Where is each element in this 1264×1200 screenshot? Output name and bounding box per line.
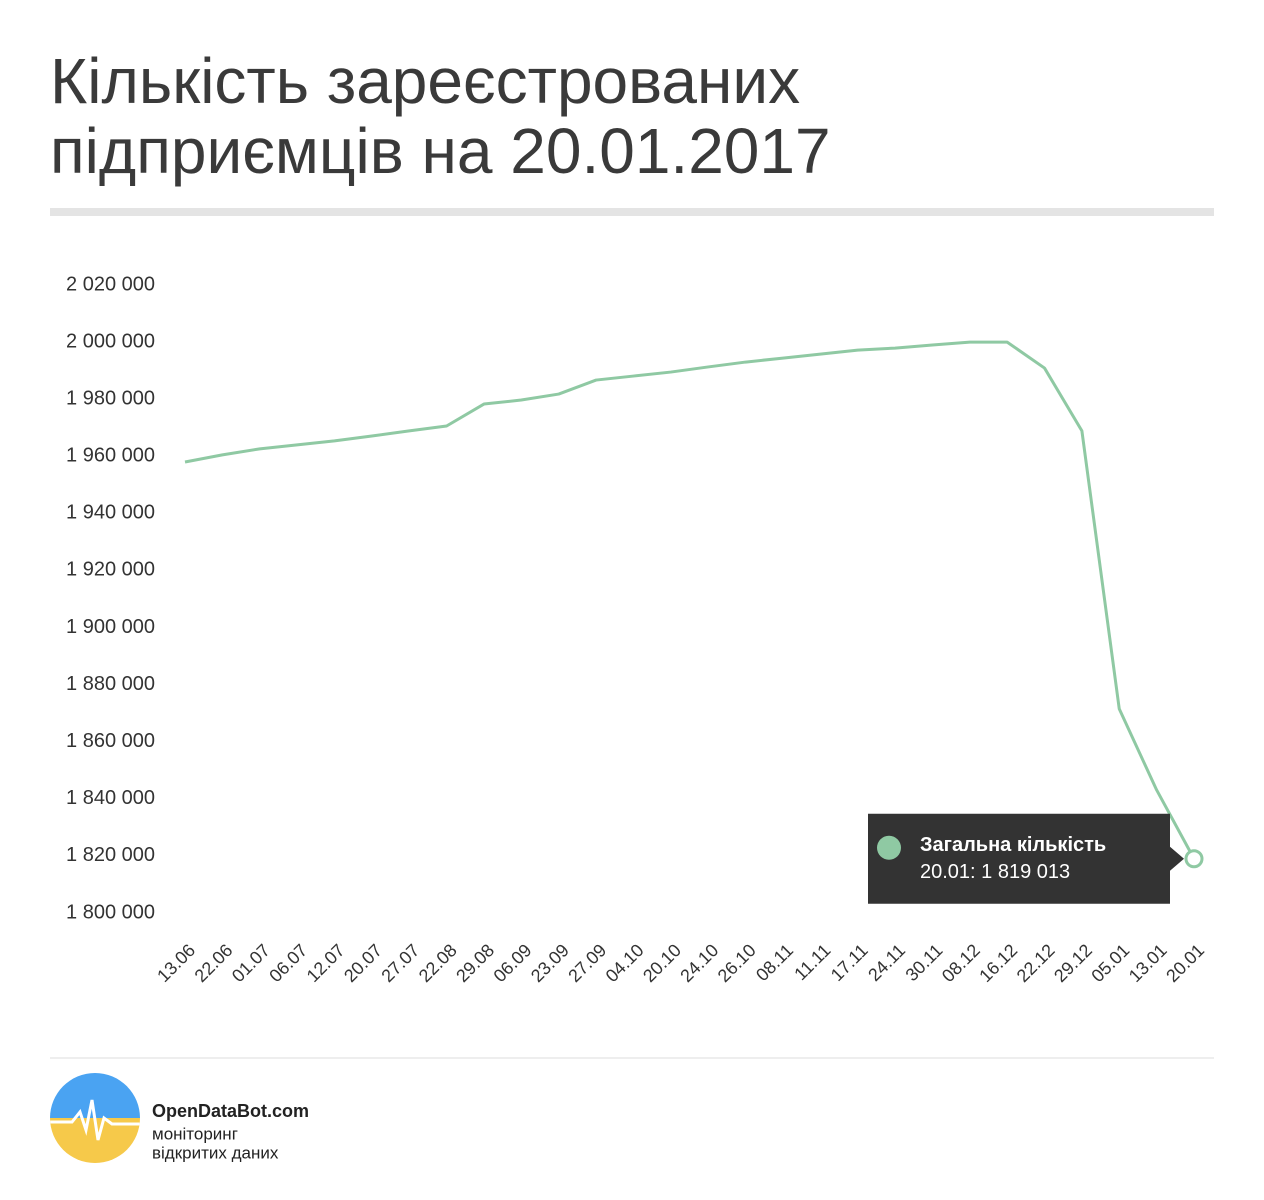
logo [50, 1073, 140, 1163]
x-tick-label: 08.11 [752, 940, 797, 985]
x-tick-label: 30.11 [902, 940, 947, 985]
x-tick-label: 27.07 [377, 940, 423, 986]
x-tick-label: 11.11 [790, 940, 834, 984]
x-tick-label: 29.12 [1050, 940, 1096, 986]
x-tick-label: 22.08 [415, 940, 461, 986]
x-tick-label: 05.01 [1087, 940, 1133, 986]
x-tick-label: 06.09 [490, 940, 536, 986]
x-tick-label: 06.07 [265, 940, 311, 986]
x-tick-label: 22.12 [1013, 940, 1059, 986]
x-tick-label: 12.07 [303, 940, 349, 986]
y-tick-label: 1 960 000 [66, 445, 155, 467]
y-tick-label: 1 800 000 [66, 901, 155, 923]
x-tick-label: 13.01 [1125, 940, 1171, 986]
y-tick-label: 1 900 000 [66, 616, 155, 638]
tooltip: Загальна кількість 20.01: 1 819 013 [868, 813, 1184, 904]
y-tick-label: 1 820 000 [66, 844, 155, 866]
x-tick-label: 26.10 [714, 940, 760, 986]
tooltip-text: 20.01: 1 819 013 [920, 861, 1070, 883]
x-tick-label: 20.10 [639, 940, 685, 986]
tagline: моніторинг [152, 1124, 238, 1143]
x-tick-label: 17.11 [827, 940, 872, 985]
y-tick-label: 1 980 000 [66, 387, 155, 409]
tooltip-box [868, 813, 1184, 904]
x-tick-label: 04.10 [602, 940, 648, 986]
y-tick-label: 2 020 000 [66, 273, 155, 295]
y-tick-label: 2 000 000 [66, 330, 155, 352]
x-tick-label: 08.12 [938, 940, 984, 986]
title-rule [50, 208, 1214, 216]
legend-label: Загальна кількість [920, 834, 1106, 856]
line [184, 340, 1196, 860]
x-tick-label: 20.07 [340, 940, 386, 986]
x-tick-label: 23.09 [527, 940, 573, 986]
y-tick-label: 1 940 000 [66, 502, 155, 524]
x-tick-label: 24.10 [676, 940, 722, 986]
brand: OpenDataBot.com [152, 1101, 309, 1121]
x-tick-label: 27.09 [564, 940, 610, 986]
x-tick-label: 13.06 [153, 940, 199, 986]
x-tick-label: 01.07 [228, 940, 274, 986]
x-tick-label: 16.12 [975, 940, 1021, 986]
x-tick-label: 20.01 [1162, 940, 1208, 986]
x-tick-label: 24.11 [864, 940, 909, 985]
y-tick-label: 1 860 000 [66, 730, 155, 752]
point [1184, 849, 1204, 869]
y-tick-label: 1 920 000 [66, 559, 155, 581]
y-tick-label: 1 880 000 [66, 673, 155, 695]
x-tick-label: 29.08 [452, 940, 498, 986]
legend-swatch [877, 835, 901, 860]
tagline: відкритих даних [152, 1143, 279, 1162]
chart-title: Кількість зареєстрованих підприємців на … [50, 45, 831, 187]
y-tick-label: 1 840 000 [66, 787, 155, 809]
x-tick-label: 22.06 [191, 940, 237, 986]
